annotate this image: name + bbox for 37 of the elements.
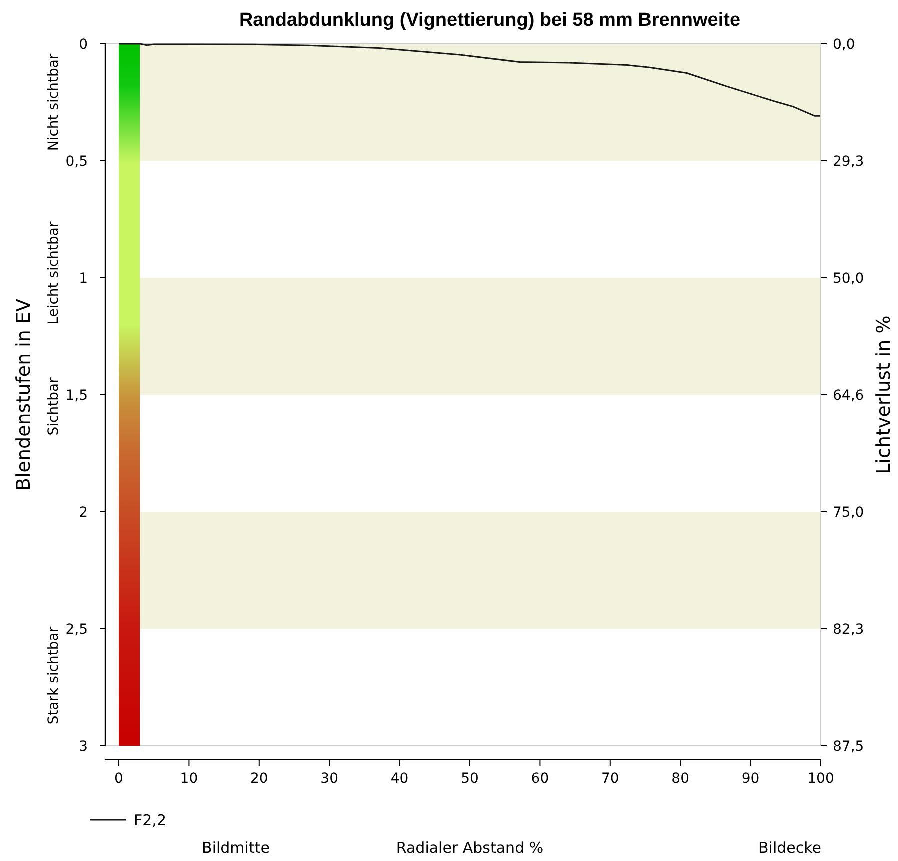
x-tick-label: 90 [742, 771, 760, 787]
text: Sichtbar [46, 377, 62, 436]
text: Bildmitte [202, 839, 270, 857]
x-tick-label: 0 [114, 771, 124, 787]
y-tick-label: 2,5 [66, 622, 88, 638]
x-tick-label: 40 [390, 771, 409, 787]
x-tick-label: 60 [531, 771, 550, 787]
text: 50,0 [833, 270, 864, 287]
y-tick-label: 0 [79, 36, 88, 53]
x-tick-label: 20 [250, 771, 268, 787]
y-tick-label: 1,5 [66, 388, 88, 404]
text: Leicht sichtbar [46, 222, 62, 325]
text: Stark sichtbar [46, 626, 62, 725]
text: 87,5 [833, 738, 864, 755]
x-tick-label: 30 [320, 771, 339, 787]
text: 82,3 [833, 622, 864, 638]
x-tick-label: 80 [672, 771, 690, 787]
text: 75,0 [833, 504, 864, 521]
y-tick-label: 3 [79, 738, 88, 755]
x-tick-label: 70 [601, 771, 620, 787]
text: Nicht sichtbar [46, 54, 62, 152]
chart-title: Randabdunklung (Vignettierung) bei 58 mm Brennweite [239, 10, 741, 31]
y-tick-label: 1 [79, 270, 88, 287]
x-axis-title: Radialer Abstand % [396, 839, 544, 857]
y-tick-label: 0,5 [66, 154, 88, 170]
line-series [118, 43, 822, 117]
x-tick-label: 10 [180, 771, 198, 787]
text: Bildecke [758, 839, 822, 857]
x-tick-label: 50 [461, 771, 479, 787]
y-axis-title: Blendenstufen in EV [13, 298, 35, 492]
y2-axis-title: Lichtverlust in % [873, 316, 895, 474]
legend-label: F2,2 [134, 811, 166, 830]
text: 64,6 [833, 388, 864, 404]
text: 0,0 [833, 36, 856, 53]
text: 29,3 [833, 154, 864, 170]
x-tick-label: 100 [808, 771, 834, 787]
y-tick-label: 2 [79, 504, 88, 521]
